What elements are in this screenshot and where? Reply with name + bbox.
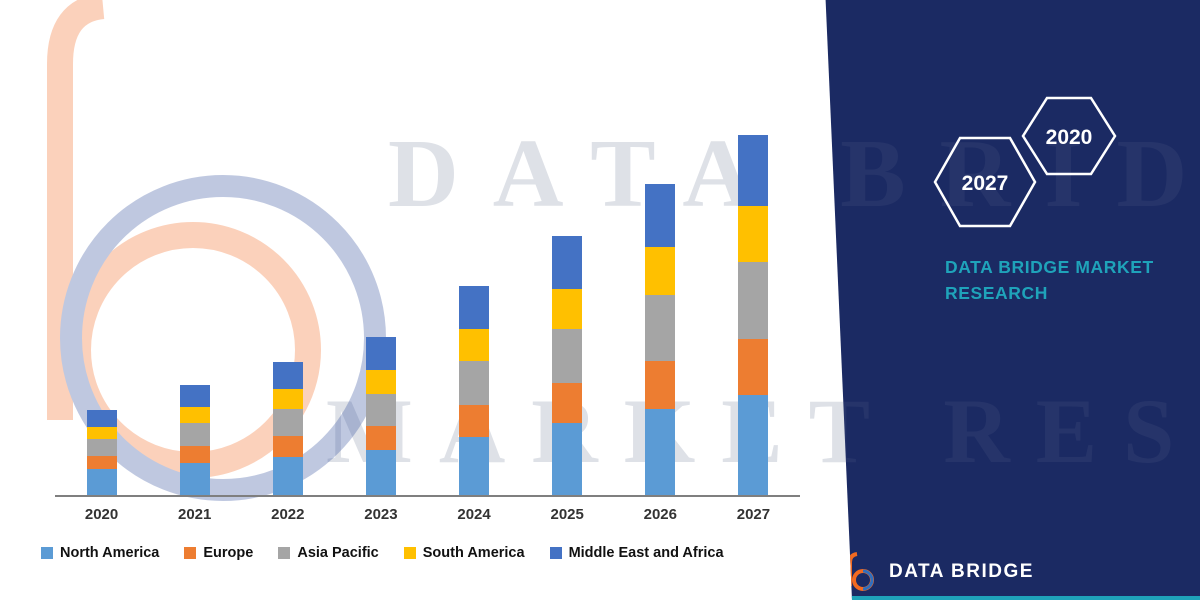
bar-segment-middle-east-and-africa — [365, 337, 396, 370]
watermark-text-line1-dark: DATA BRIDGE — [388, 120, 1200, 228]
bar-segment-north-america — [645, 409, 676, 495]
bar-segment-europe — [645, 361, 676, 409]
legend-swatch-asia-pacific — [278, 547, 291, 559]
legend-label-asia-pacific: Asia Pacific — [297, 545, 379, 561]
bar-segment-asia-pacific — [552, 329, 583, 383]
footer-brand-text: DATA BRIDGE — [889, 561, 1034, 582]
x-tick-label-2025: 2025 — [550, 506, 584, 523]
bar-segment-south-america — [179, 407, 210, 423]
stacked-bar-chart: 2020 2021 2022 2023 2024 2025 2026 2027 North A… — [41, 120, 800, 561]
legend-item-south-america: South America — [403, 545, 525, 561]
bar-column-2027 — [707, 120, 800, 495]
legend-label-europe: Europe — [203, 545, 254, 561]
x-tick-label-2020: 2020 — [84, 506, 119, 523]
bar-segment-north-america — [738, 395, 769, 495]
bar-segment-europe — [179, 446, 210, 463]
bar-segment-asia-pacific — [459, 361, 490, 405]
legend-item-north-america: North America — [41, 545, 159, 561]
bar-segment-south-america — [552, 289, 583, 329]
bar-segment-middle-east-and-africa — [459, 286, 490, 329]
bar-segment-south-america — [645, 247, 676, 295]
bar-segment-asia-pacific — [272, 409, 303, 436]
legend-swatch-europe — [184, 547, 197, 559]
bar-segment-europe — [272, 436, 303, 457]
bar-segment-south-america — [365, 370, 396, 394]
hexagon-badges: 2027 2020 — [933, 96, 1117, 228]
footer-logo: DATA BRIDGE — [845, 552, 1034, 592]
legend-label-north-america: North America — [60, 545, 160, 561]
stacked-bar-2023 — [365, 337, 396, 495]
x-tick-label-2021: 2021 — [178, 506, 212, 523]
bar-column-2026 — [614, 120, 707, 495]
plot-area — [55, 120, 800, 497]
brand-heading: DATA BRIDGE MARKET RESEARCH — [945, 257, 1154, 304]
hexagon-2020-icon — [1021, 96, 1117, 176]
chart-legend: North America Europe Asia Pacific South Ame… — [41, 545, 800, 561]
bar-column-2022 — [241, 120, 334, 495]
bar-segment-asia-pacific — [738, 262, 769, 339]
bar-segment-north-america — [459, 437, 490, 495]
bar-segment-north-america — [365, 450, 396, 495]
bar-segment-north-america — [179, 463, 210, 495]
legend-item-middle-east-and-africa: Middle East and Africa — [549, 545, 724, 561]
bar-segment-europe — [86, 456, 117, 469]
hexagon-2020-label: 2020 — [1046, 126, 1093, 149]
bar-segment-asia-pacific — [365, 394, 396, 426]
bar-segment-middle-east-and-africa — [645, 184, 676, 247]
hexagon-2027-icon — [933, 136, 1037, 228]
legend-swatch-middle-east-and-africa — [549, 547, 562, 559]
legend-label-middle-east-and-africa: Middle East and Africa — [568, 545, 724, 561]
databridge-logo-icon — [848, 552, 874, 591]
bar-segment-north-america — [272, 457, 303, 495]
watermark-text-line2-dark: MARKET RESEARCH — [326, 380, 1200, 482]
legend-swatch-north-america — [41, 547, 53, 559]
bar-segment-north-america — [552, 423, 583, 495]
legend-item-asia-pacific: Asia Pacific — [278, 545, 379, 561]
bar-segment-europe — [365, 426, 396, 450]
bar-segment-asia-pacific — [86, 439, 117, 456]
bar-segment-europe — [738, 339, 769, 395]
bar-column-2023 — [334, 120, 427, 495]
bar-segment-south-america — [86, 427, 117, 439]
x-axis-labels: 2020 2021 2022 2023 2024 2025 2026 2027 — [55, 506, 800, 523]
bar-segment-europe — [552, 383, 583, 423]
legend-label-south-america: South America — [422, 545, 525, 561]
bar-segment-middle-east-and-africa — [738, 135, 769, 206]
bar-segment-south-america — [738, 206, 769, 262]
legend-item-europe: Europe — [184, 545, 253, 561]
stacked-bar-2022 — [272, 362, 303, 495]
bar-segment-south-america — [272, 389, 303, 409]
x-tick-label-2026: 2026 — [643, 506, 677, 523]
bar-segment-south-america — [459, 329, 490, 361]
x-tick-label-2027: 2027 — [736, 506, 771, 523]
hexagon-2027-label: 2027 — [962, 172, 1009, 195]
bar-segment-middle-east-and-africa — [179, 385, 210, 407]
bar-segment-asia-pacific — [179, 423, 210, 446]
legend-swatch-south-america — [403, 547, 416, 559]
bar-segment-asia-pacific — [645, 295, 676, 361]
bar-segment-europe — [459, 405, 490, 437]
bar-column-2021 — [148, 120, 241, 495]
footer-accent-line — [838, 596, 1200, 600]
bar-column-2020 — [55, 120, 148, 495]
stacked-bar-2021 — [179, 385, 210, 495]
bar-segment-middle-east-and-africa — [272, 362, 303, 389]
stacked-bar-2025 — [552, 236, 583, 495]
bar-column-2025 — [521, 120, 614, 495]
bar-segment-north-america — [86, 469, 117, 495]
stacked-bar-2026 — [645, 184, 676, 495]
x-tick-label-2022: 2022 — [271, 506, 305, 523]
stacked-bar-2027 — [738, 135, 769, 495]
x-tick-label-2023: 2023 — [364, 506, 398, 523]
bar-segment-middle-east-and-africa — [86, 410, 117, 427]
stacked-bar-2020 — [86, 410, 117, 495]
bar-column-2024 — [428, 120, 521, 495]
bar-segment-middle-east-and-africa — [552, 236, 583, 289]
stacked-bar-2024 — [459, 286, 490, 495]
x-tick-label-2024: 2024 — [457, 506, 491, 523]
